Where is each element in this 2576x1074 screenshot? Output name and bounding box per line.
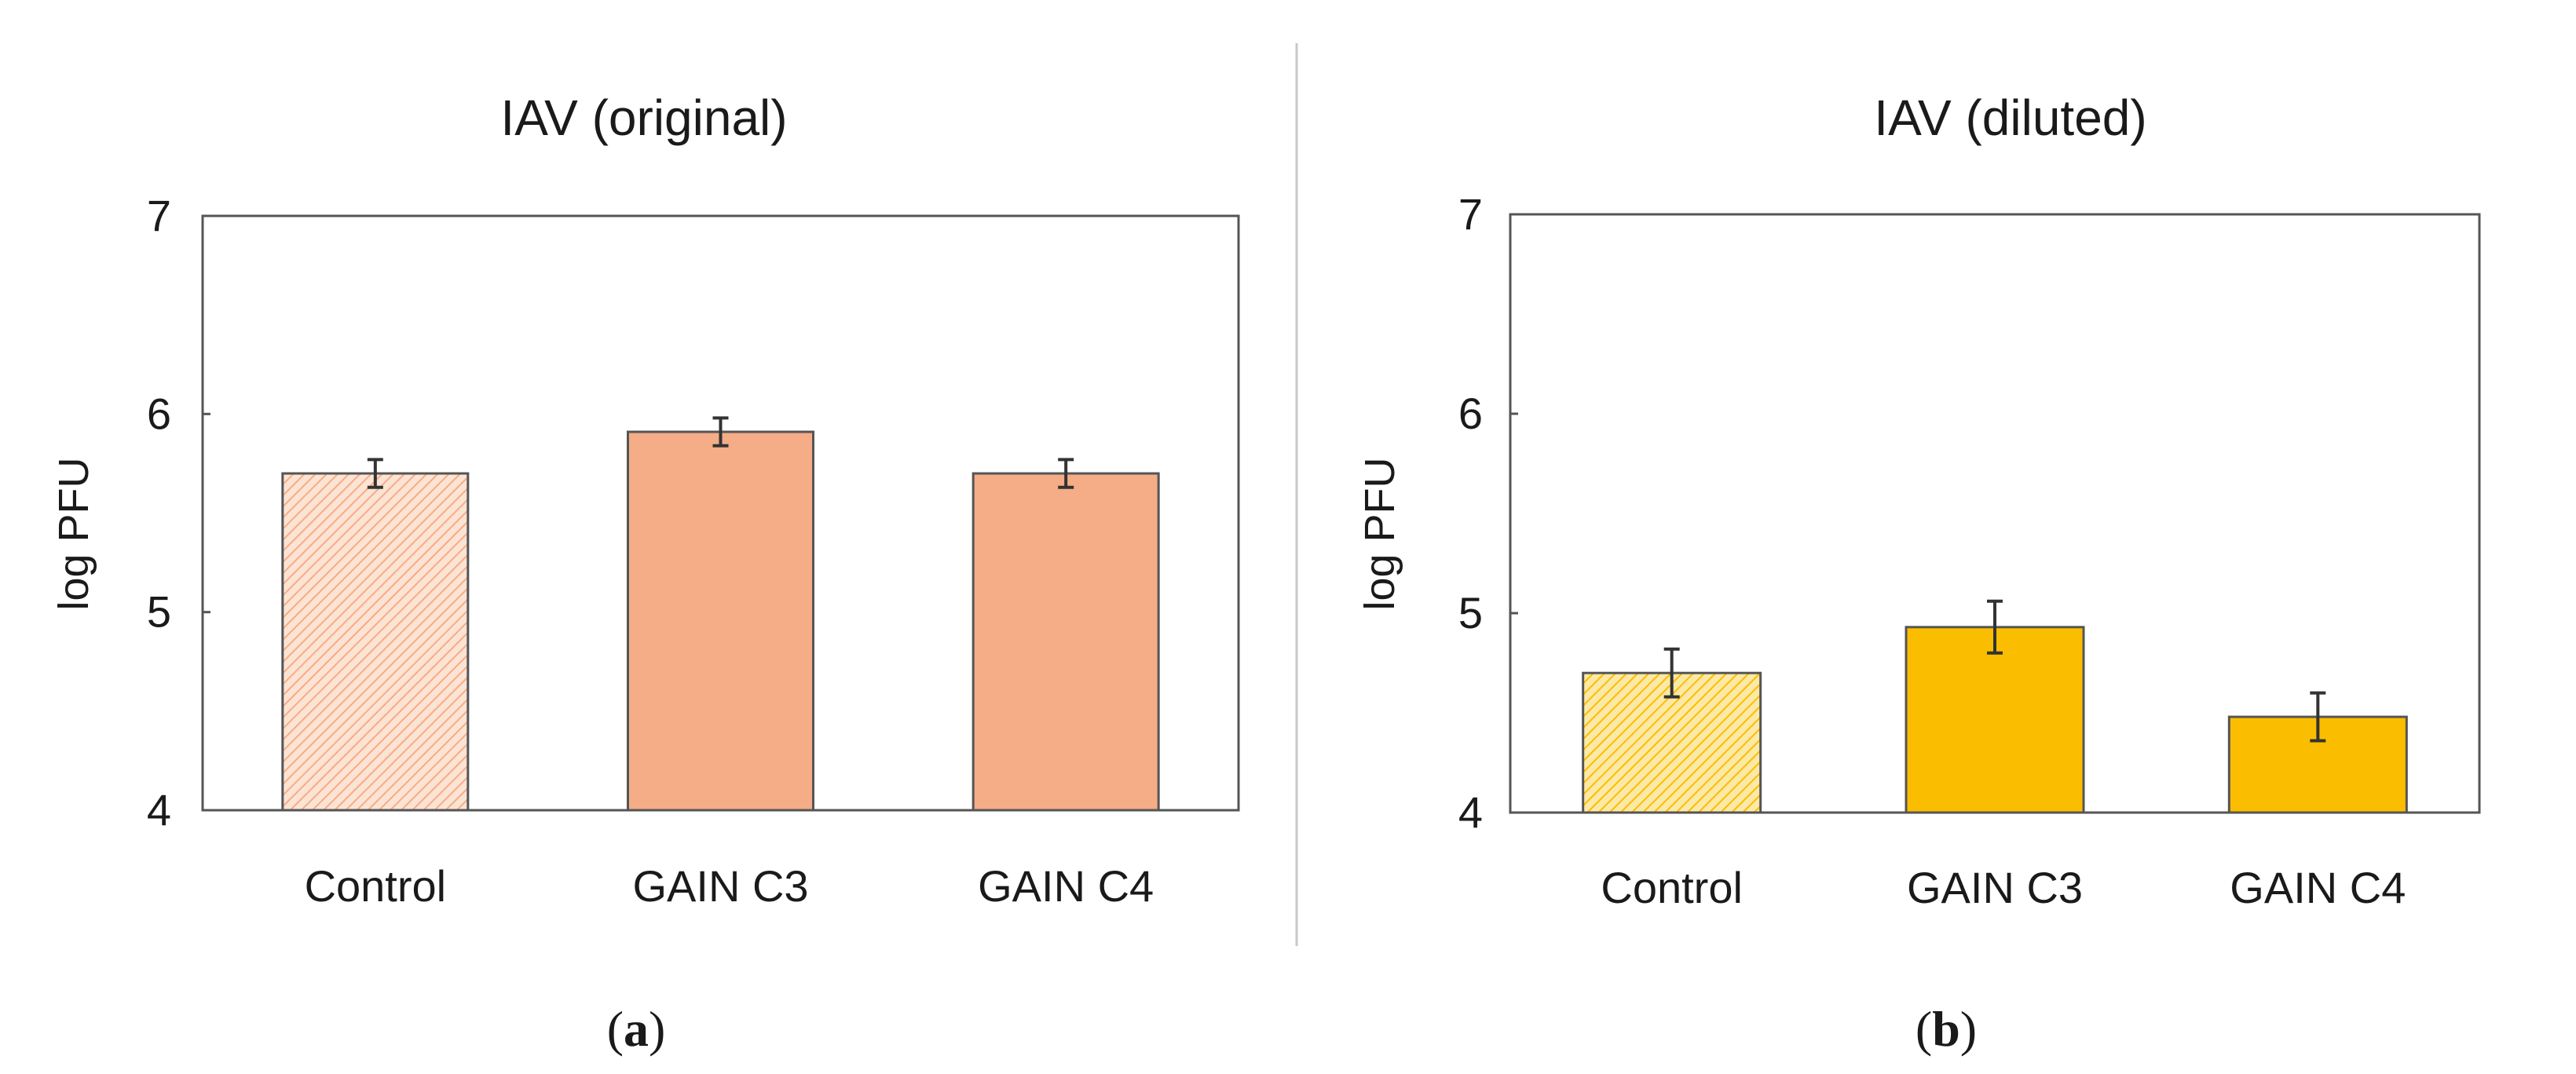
y-axis-label: log PFU xyxy=(1356,457,1403,610)
y-tick-label: 5 xyxy=(147,587,171,637)
category-label: GAIN C4 xyxy=(978,861,1154,911)
category-label: GAIN C3 xyxy=(632,861,808,911)
category-labels: Control GAIN C3 GAIN C4 xyxy=(1601,863,2406,912)
category-label: Control xyxy=(305,861,447,911)
panel-label-a: (a) xyxy=(607,1001,666,1057)
chart-panel-b: IAV (diluted) log PFU 4 5 6 7 Control GAIN C… xyxy=(1356,90,2481,1057)
bar-series xyxy=(1582,626,2408,814)
error-bar xyxy=(712,416,729,448)
category-label: GAIN C3 xyxy=(1907,863,2083,912)
y-tick-label: 4 xyxy=(1458,787,1483,837)
category-label: GAIN C4 xyxy=(2230,863,2406,912)
y-tick-label: 6 xyxy=(147,389,171,438)
bar-series xyxy=(281,430,1160,812)
bar-gain-c3 xyxy=(627,430,814,812)
y-tick-label: 5 xyxy=(1458,588,1483,637)
y-axis-ticks: 4 5 6 7 xyxy=(147,191,210,835)
error-bar xyxy=(1987,599,2003,655)
error-bars xyxy=(1663,599,2326,743)
y-tick-label: 4 xyxy=(147,785,171,835)
chart-title: IAV (original) xyxy=(500,90,787,146)
panel-label-b: (b) xyxy=(1916,1001,1977,1057)
y-tick-label: 7 xyxy=(147,191,171,240)
chart-title: IAV (diluted) xyxy=(1874,90,2146,146)
error-bar xyxy=(367,458,383,489)
category-label: Control xyxy=(1601,863,1743,912)
y-axis-label: log PFU xyxy=(50,457,97,610)
category-labels: Control GAIN C3 GAIN C4 xyxy=(305,861,1154,911)
y-axis-ticks: 4 5 6 7 xyxy=(1458,189,1518,837)
y-tick-label: 6 xyxy=(1458,389,1483,438)
bar-gain-c3 xyxy=(1905,626,2085,814)
error-bar xyxy=(2310,691,2326,743)
y-tick-label: 7 xyxy=(1458,189,1483,239)
error-bars xyxy=(367,416,1074,489)
error-bar xyxy=(1058,458,1074,489)
bar-gain-c4 xyxy=(971,472,1160,812)
error-bar xyxy=(1663,647,1680,699)
bar-control xyxy=(281,472,470,812)
chart-panel-a: IAV (original) log PFU 4 5 6 7 Control GAIN … xyxy=(50,90,1240,1057)
